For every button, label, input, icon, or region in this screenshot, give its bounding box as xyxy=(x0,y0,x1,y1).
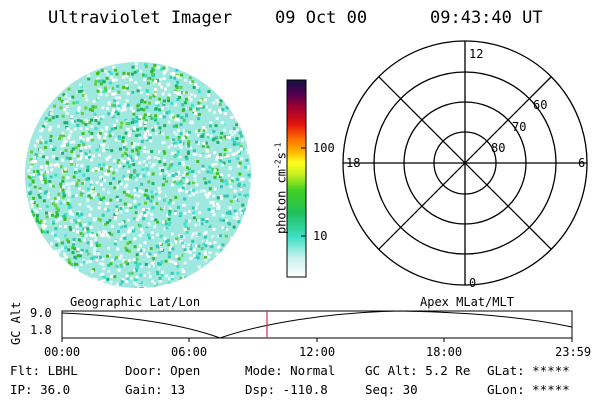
mlt-label-6: 6 xyxy=(578,156,586,170)
orbit-time-tick-3: 18:00 xyxy=(426,345,463,359)
color-bar xyxy=(286,79,307,278)
time-label: 09:43:40 UT xyxy=(430,8,543,28)
info-gc-alt: GC Alt: 5.2 Re xyxy=(365,363,471,378)
orbit-y-max: 9.0 xyxy=(30,306,52,320)
info-seq: Seq: 30 xyxy=(365,382,418,397)
orbit-right-caption: Apex MLat/MLT xyxy=(420,295,514,309)
mlt-label-12: 12 xyxy=(469,47,484,61)
unit-exp-1: -2 xyxy=(273,159,283,170)
unit-s: s xyxy=(274,152,289,160)
lat-label-70: 70 xyxy=(512,120,527,134)
info-glat: GLat: ***** xyxy=(487,363,570,378)
lat-label-60: 60 xyxy=(533,98,548,112)
colorbar-unit-label: photon cm-2s-1 xyxy=(263,131,289,261)
orbit-time-tick-4: 23:59 xyxy=(555,345,592,359)
mlt-label-18: 18 xyxy=(346,156,361,170)
polar-grid xyxy=(342,40,588,286)
unit-exp-2: -1 xyxy=(273,142,283,153)
orbit-time-tick-0: 00:00 xyxy=(44,345,81,359)
info-mode: Mode: Normal xyxy=(245,363,336,378)
imager-disk xyxy=(25,62,251,288)
orbit-time-tick-2: 12:00 xyxy=(299,345,336,359)
orbit-axis-label: GC Alt xyxy=(9,301,23,345)
info-gain: Gain: 13 xyxy=(125,382,186,397)
mlt-label-0: 0 xyxy=(469,276,477,290)
info-filter: Flt: LBHL xyxy=(10,363,78,378)
info-dsp: Dsp: -110.8 xyxy=(245,382,328,397)
unit-photon-cm: photon cm xyxy=(274,169,289,235)
info-glon: GLon: ***** xyxy=(487,382,570,397)
colorbar-tick-100: 100 xyxy=(313,141,335,155)
orbit-plot xyxy=(61,310,573,342)
orbit-y-min: 1.8 xyxy=(30,323,52,337)
colorbar-tick-10: 10 xyxy=(313,229,328,243)
instrument-title: Ultraviolet Imager xyxy=(48,8,233,28)
lat-label-80: 80 xyxy=(491,141,506,155)
date-label: 09 Oct 00 xyxy=(275,8,368,28)
info-door: Door: Open xyxy=(125,363,201,378)
info-ip: IP: 36.0 xyxy=(10,382,71,397)
orbit-time-tick-1: 06:00 xyxy=(171,345,208,359)
orbit-left-caption: Geographic Lat/Lon xyxy=(70,295,201,309)
